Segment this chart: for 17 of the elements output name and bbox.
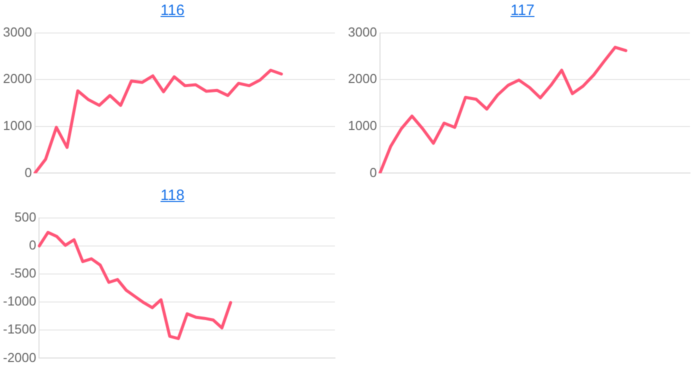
y-tick-label: -1000 [3,294,36,309]
y-tick-label: 500 [14,209,36,224]
y-tick-label: 0 [29,237,36,252]
chart-title: 118 [160,187,186,204]
y-tick-label: 1000 [3,118,32,133]
y-tick-label: 0 [24,164,32,180]
y-tick-label: -500 [10,266,36,281]
y-tick-label: -1500 [3,322,36,337]
y-tick-label: 0 [370,164,377,180]
y-tick-label: 3000 [3,24,32,40]
y-tick-label: 3000 [348,24,377,40]
y-tick-label: 2000 [3,71,32,86]
y-tick-label: -2000 [3,350,36,365]
chart-title: 116 [160,2,186,19]
chart-title: 117 [510,2,536,19]
y-tick-label: 2000 [348,71,377,86]
y-tick-label: 1000 [348,118,377,133]
